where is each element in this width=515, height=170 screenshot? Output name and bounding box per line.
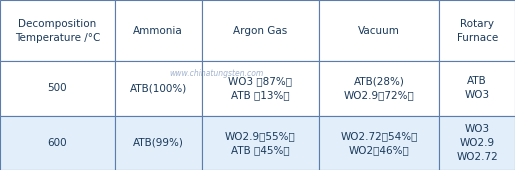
Text: ATB(28%)
WO2.9（72%）: ATB(28%) WO2.9（72%）: [344, 76, 415, 100]
Text: Argon Gas: Argon Gas: [233, 26, 287, 36]
Text: WO2.9（55%）
ATB （45%）: WO2.9（55%） ATB （45%）: [225, 131, 296, 155]
Text: ATB(100%): ATB(100%): [129, 83, 187, 93]
Bar: [439, 0, 515, 61]
Bar: [201, 116, 319, 170]
Bar: [115, 0, 201, 61]
Bar: [0, 61, 115, 116]
Text: 600: 600: [47, 138, 67, 148]
Text: Vacuum: Vacuum: [358, 26, 400, 36]
Text: WO2.72（54%）
WO2（46%）: WO2.72（54%） WO2（46%）: [340, 131, 418, 155]
Bar: [319, 61, 439, 116]
Bar: [115, 61, 201, 116]
Bar: [319, 0, 439, 61]
Text: Ammonia: Ammonia: [133, 26, 183, 36]
Bar: [0, 0, 115, 61]
Text: WO3
WO2.9
WO2.72: WO3 WO2.9 WO2.72: [456, 124, 498, 162]
Text: ATB
WO3: ATB WO3: [465, 76, 490, 100]
Bar: [115, 116, 201, 170]
Bar: [0, 116, 115, 170]
Bar: [439, 61, 515, 116]
Text: 500: 500: [47, 83, 67, 93]
Bar: [201, 0, 319, 61]
Text: Decomposition
Temperature /°C: Decomposition Temperature /°C: [15, 19, 100, 43]
Text: WO3 （87%）
ATB （13%）: WO3 （87%） ATB （13%）: [228, 76, 293, 100]
Text: ATB(99%): ATB(99%): [133, 138, 183, 148]
Bar: [201, 61, 319, 116]
Bar: [319, 116, 439, 170]
Text: Rotary
Furnace: Rotary Furnace: [457, 19, 498, 43]
Text: www.chinatungsten.com: www.chinatungsten.com: [169, 69, 264, 78]
Bar: [439, 116, 515, 170]
